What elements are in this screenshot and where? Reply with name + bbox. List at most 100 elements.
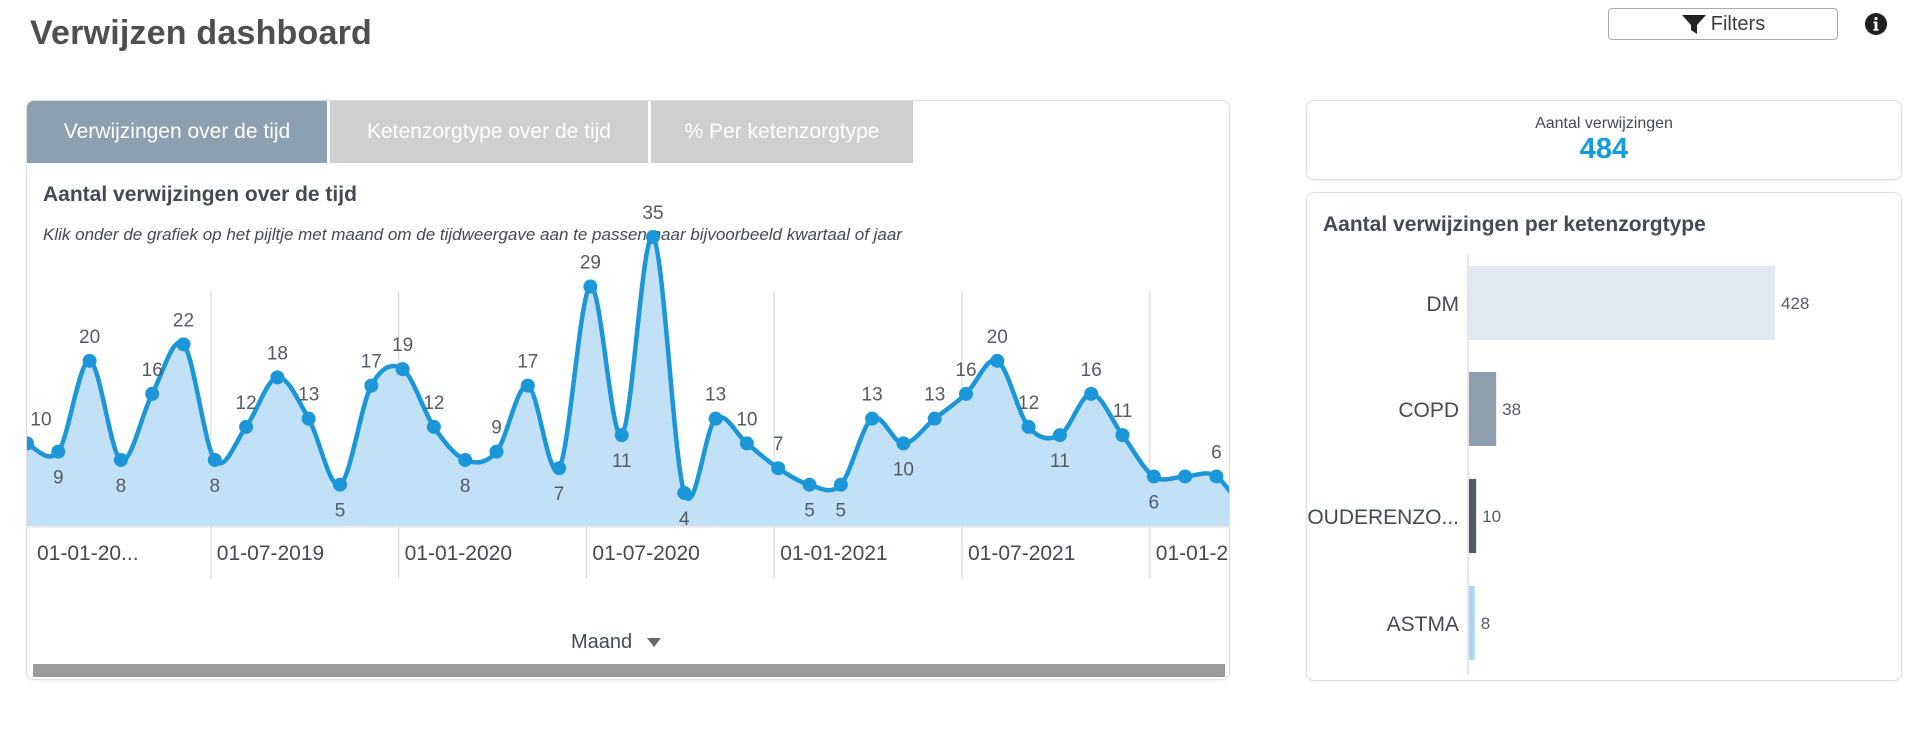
- data-label: 12: [236, 393, 257, 414]
- data-label: 13: [298, 385, 319, 406]
- data-label: 13: [924, 385, 945, 406]
- kpi-card: Aantal verwijzingen 484: [1306, 100, 1902, 180]
- bar-value-label: 38: [1502, 400, 1521, 419]
- kpi-value: 484: [1579, 133, 1629, 165]
- data-label: 16: [955, 360, 976, 381]
- bar: [1469, 479, 1477, 553]
- data-point: [771, 461, 786, 476]
- x-tick-label: 01-01-20...: [37, 542, 139, 565]
- data-label: 6: [1149, 492, 1160, 513]
- data-label: 18: [267, 343, 288, 364]
- tab-per-ketenzorgtype[interactable]: % Per ketenzorgtype: [651, 101, 913, 163]
- bar: [1469, 586, 1475, 660]
- data-point: [51, 444, 66, 459]
- data-label: 11: [612, 451, 632, 472]
- data-label: 35: [642, 203, 663, 224]
- data-point: [270, 370, 285, 385]
- data-point: [833, 477, 848, 492]
- data-point: [113, 452, 128, 467]
- tab-verwijzingen-over-de-tijd[interactable]: Verwijzingen over de tijd: [27, 101, 327, 163]
- x-tick-label: 01-01-20...: [1156, 542, 1230, 565]
- data-point: [176, 337, 191, 352]
- data-point: [239, 419, 254, 434]
- page-title: Verwijzen dashboard: [30, 14, 373, 52]
- x-tick-label: 01-07-2019: [217, 542, 324, 565]
- data-point: [520, 378, 535, 393]
- bar-chart-title: Aantal verwijzingen per ketenzorgtype: [1323, 213, 1706, 236]
- bar-value-label: 8: [1481, 614, 1490, 633]
- bar-value-label: 10: [1482, 507, 1501, 526]
- data-label: 12: [1018, 393, 1039, 414]
- chart-scrollbar[interactable]: [33, 664, 1225, 677]
- kpi-label: Aantal verwijzingen: [1535, 115, 1673, 132]
- data-point: [990, 353, 1005, 368]
- period-selector-label: Maand: [571, 631, 633, 653]
- data-label: 4: [679, 509, 690, 530]
- data-label: 8: [210, 476, 221, 497]
- data-label: 5: [804, 501, 815, 522]
- data-point: [333, 477, 347, 492]
- data-label: 8: [460, 476, 471, 497]
- bar-value-label: 428: [1781, 294, 1809, 313]
- data-point: [896, 436, 911, 451]
- data-label: 12: [423, 393, 444, 414]
- x-tick-label: 01-01-2021: [780, 542, 887, 565]
- category-label: OUDERENZO...: [1307, 506, 1459, 529]
- x-tick-label: 01-07-2021: [968, 542, 1075, 565]
- data-label: 19: [392, 335, 413, 356]
- data-point: [927, 411, 942, 426]
- data-point: [82, 353, 97, 368]
- data-label: 7: [773, 434, 784, 455]
- data-point: [27, 436, 34, 451]
- data-point: [1146, 469, 1161, 484]
- filters-button[interactable]: Filters: [1608, 8, 1838, 40]
- data-label: 11: [1113, 401, 1133, 422]
- data-label: 7: [554, 484, 565, 505]
- data-label: 10: [736, 409, 757, 430]
- data-label: 5: [335, 501, 346, 522]
- data-label: 22: [173, 310, 194, 331]
- filters-button-label: Filters: [1710, 12, 1766, 35]
- data-point: [802, 477, 817, 492]
- data-label: 13: [862, 385, 883, 406]
- data-point: [1115, 428, 1130, 443]
- data-point: [207, 452, 222, 467]
- data-point: [646, 230, 660, 244]
- data-point: [677, 485, 692, 500]
- data-point: [1021, 419, 1036, 434]
- data-point: [1178, 469, 1193, 484]
- x-tick-label: 01-07-2020: [592, 542, 699, 565]
- ketenzorgtype-bar-chart: DM 428 COPD 38 OUDERENZO... 10 ASTMA 8: [1307, 255, 1809, 675]
- data-label: 17: [517, 352, 538, 373]
- data-label: 8: [116, 476, 127, 497]
- data-label: 9: [491, 418, 502, 439]
- category-label: ASTMA: [1387, 613, 1459, 636]
- bar: [1469, 266, 1775, 340]
- data-label: 20: [987, 327, 1008, 348]
- time-line-chart: 10 9 20 8 16 22 8 12 18 13 5 17 19 12 8 9 17 7 29 11 35 4 13 10…: [27, 203, 1230, 579]
- data-point: [614, 428, 629, 443]
- data-point: [489, 444, 504, 459]
- data-point: [145, 386, 160, 401]
- data-point: [739, 436, 754, 451]
- bar-chart-card: Aantal verwijzingen per ketenzorgtype DM…: [1306, 192, 1902, 681]
- data-point: [1209, 469, 1224, 484]
- data-point: [395, 362, 410, 377]
- data-point: [1084, 386, 1099, 401]
- data-label: 11: [1050, 451, 1070, 472]
- data-label: 16: [142, 360, 163, 381]
- filter-icon: [1681, 15, 1706, 34]
- period-selector[interactable]: Maand: [571, 631, 662, 654]
- x-tick-label: 01-01-2020: [405, 542, 512, 565]
- time-chart-subtitle: Klik onder de grafiek op het pijltje met…: [43, 225, 902, 244]
- data-point: [458, 452, 473, 467]
- area-fill: [27, 236, 1229, 526]
- data-point: [426, 419, 441, 434]
- data-point: [364, 378, 379, 393]
- data-point: [301, 411, 316, 426]
- tab-ketenzorgtype-over-de-tijd[interactable]: Ketenzorgtype over de tijd: [330, 101, 648, 163]
- info-icon[interactable]: [1864, 12, 1888, 36]
- data-label: 9: [53, 468, 64, 489]
- data-point: [959, 386, 973, 401]
- data-label: 6: [1211, 442, 1222, 463]
